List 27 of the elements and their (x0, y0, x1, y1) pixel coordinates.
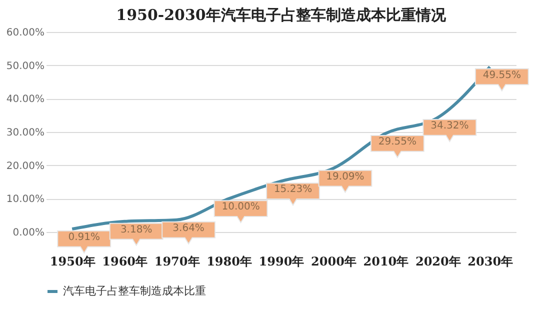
data-label: 34.32% (430, 120, 469, 132)
x-tick-label: 2000年 (311, 254, 356, 268)
y-tick-label: 30.00% (6, 128, 44, 138)
data-label: 10.00% (222, 202, 260, 213)
x-tick-label: 2020年 (415, 254, 461, 268)
data-label: 29.55% (378, 136, 417, 148)
x-tick-label: 1980年 (206, 254, 252, 268)
y-tick-label: 40.00% (6, 94, 44, 106)
y-tick-label: 0.00% (12, 228, 44, 238)
data-label: 3.18% (120, 224, 152, 236)
x-tick-label: 1950年 (50, 254, 96, 268)
y-tick-label: 20.00% (6, 160, 44, 172)
data-label: 19.09% (326, 171, 364, 182)
x-tick-label: 2030年 (468, 254, 514, 268)
x-tick-label: 1960年 (102, 254, 148, 268)
x-tick-label: 1990年 (258, 254, 304, 268)
y-tick-label: 60.00% (6, 28, 44, 38)
legend-label: 汽车电子占整车制造成本比重 (63, 284, 206, 298)
x-tick-label: 2010年 (363, 254, 409, 268)
data-label: 3.64% (172, 222, 204, 234)
y-tick-label: 10.00% (6, 194, 44, 206)
data-label: 49.55% (482, 70, 521, 81)
data-label: 0.91% (68, 232, 100, 243)
y-tick-label: 50.00% (6, 60, 44, 72)
x-tick-label: 1970年 (154, 254, 200, 268)
data-label: 15.23% (274, 184, 312, 196)
chart-title: 1950-2030年汽车电子占整车制造成本比重情况 (116, 6, 447, 24)
